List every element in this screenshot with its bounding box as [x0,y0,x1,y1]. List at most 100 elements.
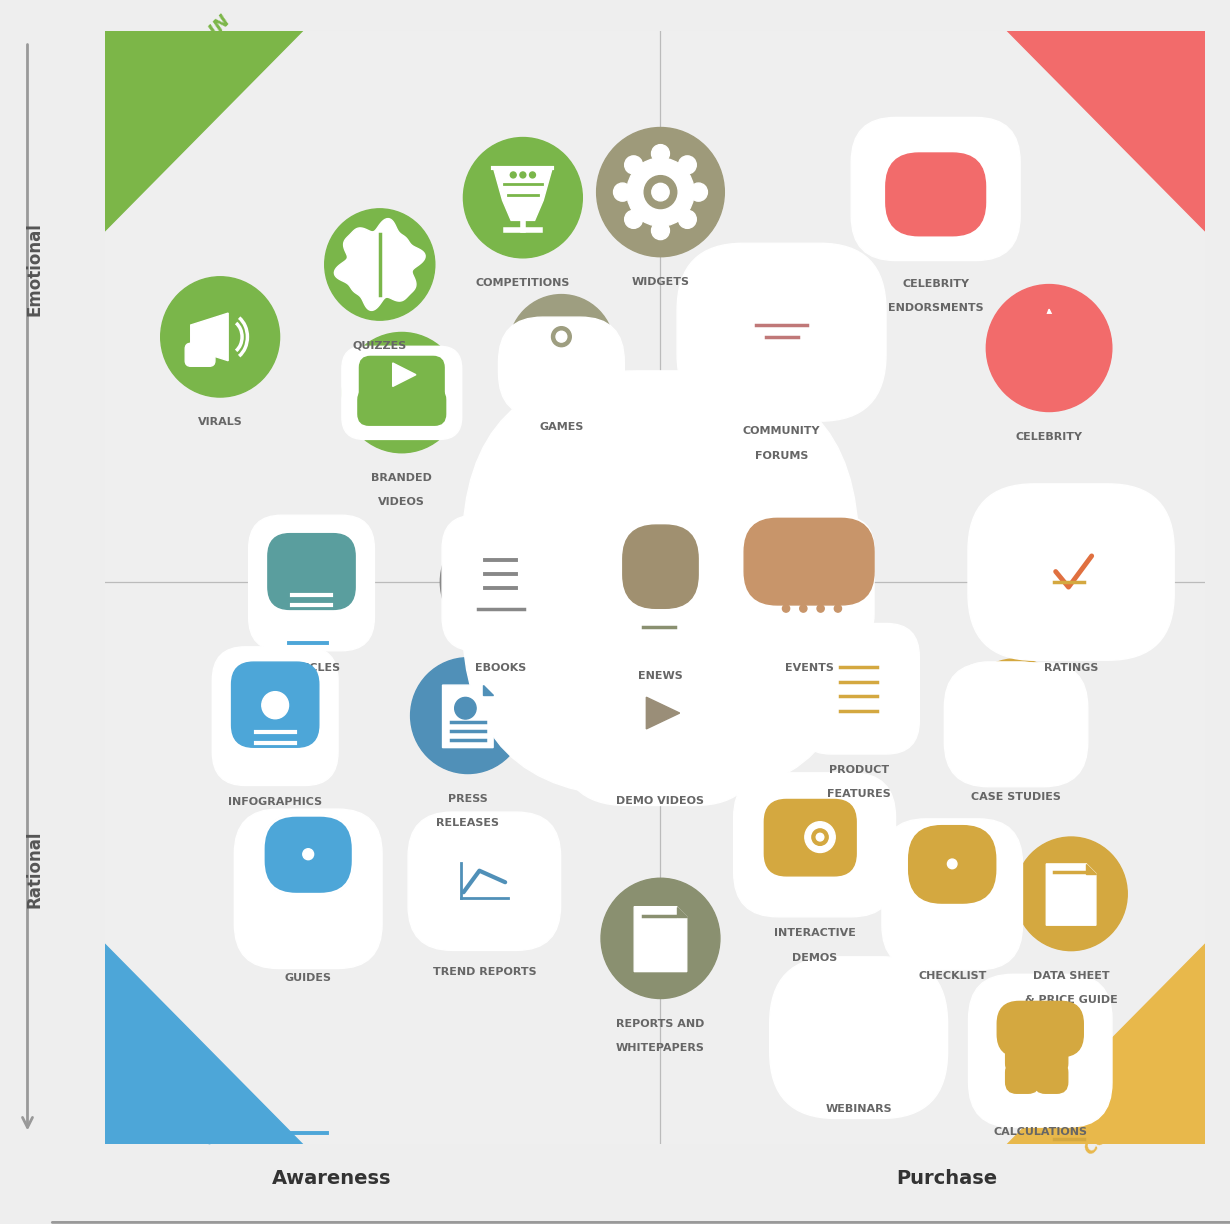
Circle shape [652,184,669,201]
FancyBboxPatch shape [678,244,886,421]
Circle shape [800,605,807,612]
FancyBboxPatch shape [1034,1043,1068,1075]
Circle shape [455,698,476,718]
FancyBboxPatch shape [798,623,919,754]
Circle shape [440,520,561,643]
FancyBboxPatch shape [1006,1043,1039,1075]
Text: DEMOS: DEMOS [792,952,838,963]
Text: PRODUCT: PRODUCT [829,765,889,775]
Text: GUIDES: GUIDES [284,973,332,983]
FancyBboxPatch shape [764,799,856,876]
Text: WEBINARS: WEBINARS [825,1104,892,1114]
Circle shape [614,184,631,201]
Text: CASE STUDIES: CASE STUDIES [972,792,1061,803]
Text: Rational: Rational [26,830,43,908]
FancyBboxPatch shape [886,153,985,236]
Circle shape [625,211,642,229]
Text: FORUMS: FORUMS [755,450,808,460]
Text: Emotional: Emotional [26,223,43,316]
Circle shape [161,277,279,397]
FancyBboxPatch shape [442,515,560,651]
Circle shape [844,996,873,1024]
Text: & PRICE GUIDE: & PRICE GUIDE [1025,995,1118,1005]
Polygon shape [635,907,686,972]
Polygon shape [1081,594,1105,616]
Circle shape [601,656,720,776]
Text: VIRALS: VIRALS [198,417,242,427]
Circle shape [245,824,371,952]
Polygon shape [676,907,686,917]
FancyBboxPatch shape [851,118,1020,261]
Circle shape [545,319,578,354]
Text: EVENTS: EVENTS [785,663,834,673]
Circle shape [834,605,841,612]
Text: EBOOKS: EBOOKS [475,663,526,673]
Circle shape [812,829,828,846]
Circle shape [652,144,669,163]
Text: DEMO VIDEOS: DEMO VIDEOS [616,796,705,805]
FancyBboxPatch shape [1006,1061,1039,1093]
Circle shape [1015,837,1127,951]
Text: INSPIRE: INSPIRE [1097,33,1167,103]
Text: WHITEPAPERS: WHITEPAPERS [616,1043,705,1053]
Circle shape [303,848,314,859]
FancyBboxPatch shape [498,317,625,417]
Circle shape [679,211,696,229]
FancyBboxPatch shape [462,371,859,797]
Circle shape [597,127,724,257]
Text: Awareness: Awareness [272,1169,392,1189]
Circle shape [510,171,517,177]
Text: TREND REPORTS: TREND REPORTS [433,967,536,977]
FancyBboxPatch shape [408,812,561,950]
Circle shape [1038,330,1060,353]
Circle shape [342,333,461,453]
Circle shape [782,585,790,592]
Circle shape [959,659,1073,772]
Text: Purchase: Purchase [897,1169,998,1189]
FancyBboxPatch shape [945,663,1087,787]
Circle shape [652,222,669,240]
Circle shape [214,655,336,777]
Text: ENDORSMENTS: ENDORSMENTS [888,304,984,313]
Text: VIDEOS: VIDEOS [379,497,426,507]
Circle shape [817,605,824,612]
Circle shape [800,585,807,592]
Circle shape [947,859,957,869]
FancyBboxPatch shape [235,809,383,968]
Polygon shape [1007,944,1205,1144]
FancyBboxPatch shape [968,483,1175,660]
Circle shape [426,829,542,947]
Circle shape [556,332,567,343]
Text: QUIZZES: QUIZZES [353,340,407,350]
Circle shape [530,171,535,177]
Text: INFOGRAPHICS: INFOGRAPHICS [228,797,322,807]
Circle shape [817,585,824,592]
Polygon shape [443,685,493,748]
Circle shape [802,971,915,1084]
Text: INTERACTIVE: INTERACTIVE [774,928,856,939]
Polygon shape [392,364,416,387]
FancyBboxPatch shape [359,356,444,408]
Polygon shape [1007,31,1205,231]
Circle shape [984,993,1096,1106]
Circle shape [464,137,582,258]
FancyBboxPatch shape [733,772,895,917]
FancyBboxPatch shape [263,815,353,895]
FancyBboxPatch shape [622,525,699,608]
Text: CHECKLIST: CHECKLIST [918,971,986,980]
Polygon shape [1086,864,1096,874]
Text: CALCULATIONS: CALCULATIONS [994,1126,1087,1137]
Text: RELEASES: RELEASES [437,818,499,829]
Polygon shape [191,313,228,361]
FancyBboxPatch shape [268,534,355,610]
Polygon shape [1047,864,1096,925]
FancyBboxPatch shape [1005,315,1093,393]
FancyBboxPatch shape [968,974,1112,1127]
Text: CELEBRITY: CELEBRITY [902,279,969,289]
Text: RATINGS: RATINGS [1044,663,1098,673]
Text: PRESS: PRESS [448,793,488,804]
Circle shape [986,284,1112,411]
FancyBboxPatch shape [231,662,319,748]
FancyBboxPatch shape [186,343,215,366]
Text: COMMUNITY: COMMUNITY [743,426,820,436]
